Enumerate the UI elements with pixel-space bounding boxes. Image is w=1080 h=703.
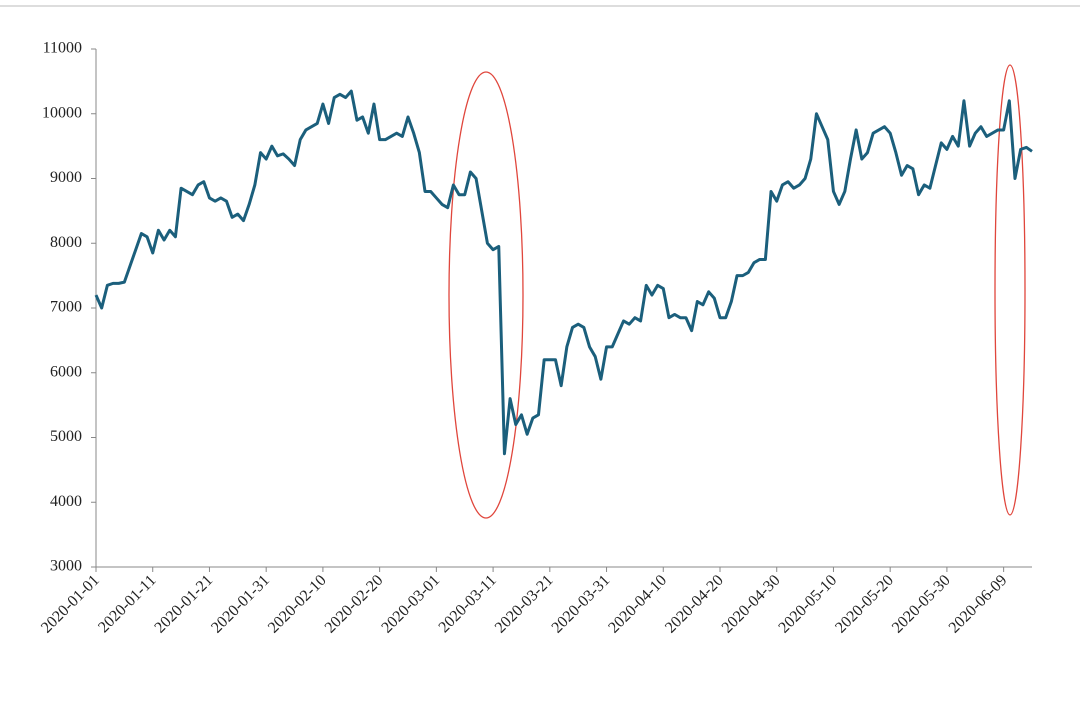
y-tick-label: 3000 bbox=[50, 558, 82, 575]
highlight-ellipse bbox=[448, 71, 524, 519]
x-tick-label: 2020-05-10 bbox=[775, 572, 840, 637]
x-tick-label: 2020-02-20 bbox=[322, 572, 387, 637]
y-tick-label: 7000 bbox=[50, 299, 82, 316]
x-tick-label: 2020-03-21 bbox=[492, 572, 557, 637]
y-tick-label: 8000 bbox=[50, 234, 82, 251]
x-tick-label: 2020-02-10 bbox=[265, 572, 330, 637]
x-tick-label: 2020-04-20 bbox=[662, 572, 727, 637]
x-tick-label: 2020-01-11 bbox=[95, 572, 159, 636]
y-tick-label: 5000 bbox=[50, 428, 82, 445]
y-tick-label: 6000 bbox=[50, 363, 82, 380]
x-tick-label: 2020-01-21 bbox=[151, 572, 216, 637]
x-tick-label: 2020-05-20 bbox=[832, 572, 897, 637]
x-tick-label: 2020-03-31 bbox=[549, 572, 614, 637]
x-tick-label: 2020-03-11 bbox=[436, 572, 500, 636]
y-tick-label: 10000 bbox=[42, 104, 82, 121]
x-tick-label: 2020-01-01 bbox=[38, 572, 103, 637]
y-tick-label: 4000 bbox=[50, 493, 82, 510]
x-tick-label: 2020-01-31 bbox=[208, 572, 273, 637]
x-tick-label: 2020-04-30 bbox=[719, 572, 784, 637]
y-tick-label: 9000 bbox=[50, 169, 82, 186]
highlight-ellipse bbox=[994, 64, 1026, 516]
x-tick-label: 2020-04-10 bbox=[605, 572, 670, 637]
line-series bbox=[94, 89, 1033, 456]
x-tick-label: 2020-03-01 bbox=[378, 572, 443, 637]
x-tick-label: 2020-06-09 bbox=[946, 572, 1011, 637]
y-tick-label: 11000 bbox=[43, 40, 82, 57]
x-tick-label: 2020-05-30 bbox=[889, 572, 954, 637]
